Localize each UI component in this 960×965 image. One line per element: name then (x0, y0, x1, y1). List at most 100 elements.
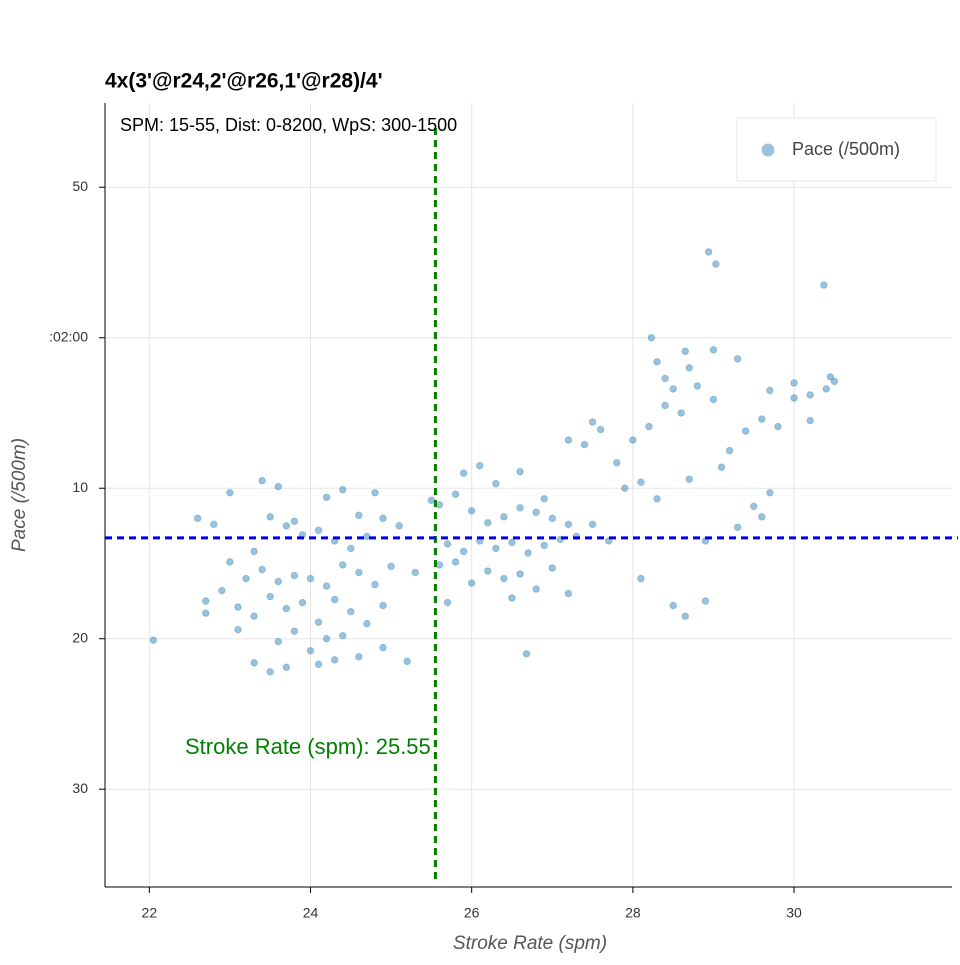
point (637, 478, 645, 487)
point (379, 514, 387, 523)
point (459, 547, 468, 556)
point (467, 579, 476, 587)
point (274, 482, 283, 491)
points (149, 248, 839, 676)
point (274, 577, 283, 586)
point (741, 427, 750, 435)
point (282, 663, 291, 672)
point (540, 541, 549, 550)
point (508, 594, 516, 602)
point (443, 540, 452, 548)
point (661, 374, 669, 383)
point (338, 485, 347, 494)
point (250, 658, 258, 667)
point (314, 660, 323, 669)
point (774, 422, 782, 431)
point (758, 415, 766, 423)
point (717, 463, 726, 471)
point (492, 544, 500, 553)
point (371, 488, 379, 497)
point (516, 503, 524, 512)
point (282, 604, 291, 613)
point (580, 440, 589, 449)
point (218, 586, 226, 595)
point (266, 513, 275, 521)
point (475, 461, 484, 470)
point (830, 377, 839, 386)
point (387, 562, 395, 571)
point (435, 561, 444, 569)
point (548, 514, 557, 523)
point (709, 395, 718, 404)
point (484, 567, 492, 575)
point (322, 634, 331, 643)
y-axis-label: Pace (/500m) (9, 438, 30, 552)
point (306, 646, 315, 655)
point (427, 496, 436, 505)
point (820, 281, 828, 289)
legend (736, 117, 937, 182)
x-tick-label: 26 (464, 905, 480, 921)
point (540, 494, 549, 503)
point (733, 355, 742, 363)
point (290, 627, 299, 635)
point (314, 618, 323, 626)
overlay (105, 128, 958, 881)
point (330, 655, 339, 664)
point (363, 532, 371, 541)
point (709, 345, 718, 354)
point (282, 522, 291, 530)
point (290, 517, 299, 526)
point (669, 385, 677, 393)
x-tick-label: 22 (142, 905, 158, 921)
point (149, 636, 158, 645)
point (403, 657, 412, 666)
point (766, 488, 774, 497)
point (766, 386, 774, 395)
point (661, 401, 669, 410)
point (653, 494, 661, 503)
point (677, 409, 686, 417)
point (250, 547, 258, 556)
point (355, 652, 363, 661)
point (822, 385, 831, 393)
point (522, 649, 531, 658)
x-tick-label: 28 (625, 905, 641, 921)
point (258, 565, 266, 574)
point (647, 333, 656, 342)
point (685, 364, 694, 372)
annotation: Stroke Rate (spm): 25.55 (185, 734, 431, 759)
point (806, 416, 814, 425)
point (645, 422, 653, 431)
point (681, 347, 690, 356)
point (484, 519, 492, 527)
point (250, 612, 258, 620)
point (226, 488, 234, 497)
point (704, 248, 713, 256)
point (435, 500, 444, 509)
point (355, 511, 363, 520)
point (322, 493, 331, 502)
legend-label: Pace (/500m) (792, 139, 900, 159)
point (201, 597, 210, 605)
x-tick-label: 24 (303, 905, 319, 921)
point (322, 582, 331, 590)
y-tick-label: 10 (72, 479, 88, 495)
point (451, 490, 460, 499)
point (379, 643, 387, 652)
point (588, 520, 597, 529)
point (355, 568, 363, 577)
point (532, 508, 540, 517)
point (685, 475, 694, 483)
point (516, 467, 524, 476)
point (564, 589, 573, 598)
point (790, 394, 798, 402)
x-axis-label: Stroke Rate (spm) (453, 933, 607, 954)
point (548, 564, 557, 572)
point (411, 568, 420, 577)
point (314, 526, 323, 535)
point (395, 522, 403, 530)
point (516, 570, 524, 578)
point (532, 585, 540, 593)
